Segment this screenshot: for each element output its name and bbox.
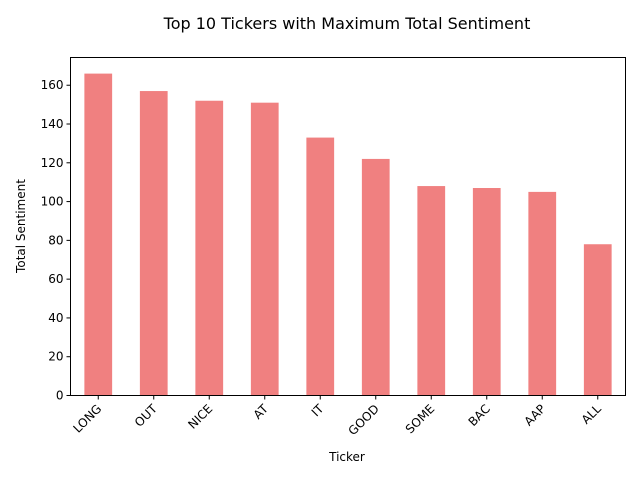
bar-all	[583, 244, 612, 396]
x-tick-label: BAC	[466, 402, 493, 429]
x-tick-label: OUT	[132, 401, 160, 429]
y-tick-label: 20	[48, 350, 63, 364]
x-tick-label: AAP	[522, 402, 549, 429]
bar-bac	[472, 188, 501, 396]
x-tick-label: LONG	[70, 402, 104, 436]
y-tick-label: 120	[41, 156, 64, 170]
bar-long	[84, 73, 113, 396]
bar-good	[361, 158, 390, 396]
x-axis-label: Ticker	[328, 450, 365, 464]
y-tick-label: 140	[41, 117, 64, 131]
bar-at	[250, 102, 279, 396]
x-tick-label: GOOD	[345, 402, 381, 438]
bar-aap	[528, 191, 557, 396]
bar-nice	[195, 100, 224, 396]
x-tick-label: ALL	[579, 402, 604, 427]
bar-out	[139, 91, 168, 396]
y-axis-ticks: 0 20 40 60 80 100 120 140 160	[41, 78, 71, 403]
x-tick-label: SOME	[403, 402, 438, 437]
x-tick-label: IT	[309, 401, 327, 419]
x-tick-label: AT	[251, 401, 272, 422]
y-tick-label: 60	[48, 272, 63, 286]
y-tick-label: 100	[41, 195, 64, 209]
plot-frame	[70, 57, 626, 396]
y-tick-label: 160	[41, 78, 64, 92]
y-tick-label: 0	[56, 389, 64, 403]
y-tick-label: 40	[48, 311, 63, 325]
bar-it	[306, 137, 335, 396]
y-axis-label: Total Sentiment	[14, 179, 28, 274]
bars-group	[84, 73, 612, 396]
chart-title: Top 10 Tickers with Maximum Total Sentim…	[163, 14, 531, 33]
y-tick-label: 80	[48, 233, 63, 247]
x-tick-label: NICE	[185, 402, 215, 432]
x-axis-ticks: LONG OUT NICE AT IT GOOD SOME BAC AAP ALL	[70, 395, 604, 438]
bar-some	[417, 186, 446, 396]
